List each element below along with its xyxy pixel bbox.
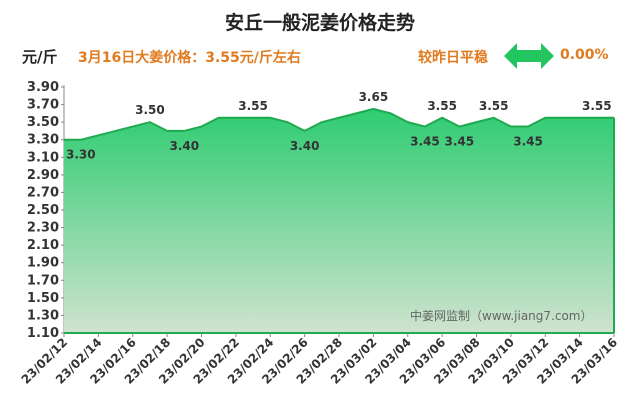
price-line: [64, 107, 614, 141]
data-label: 3.45: [445, 135, 475, 149]
data-label: 3.55: [582, 99, 612, 113]
y-tick-label: 2.50: [27, 203, 59, 218]
data-label: 3.55: [479, 99, 509, 113]
y-tick-label: 2.10: [27, 238, 59, 253]
data-label: 3.45: [410, 135, 440, 149]
y-tick-label: 2.30: [27, 221, 59, 236]
data-label: 3.55: [238, 99, 268, 113]
change-value: 0.00%: [560, 47, 609, 63]
y-tick-label: 3.30: [27, 133, 59, 148]
data-label: 3.50: [135, 103, 165, 117]
data-label: 3.45: [513, 135, 543, 149]
data-label: 3.55: [427, 99, 457, 113]
data-label: 3.65: [359, 90, 389, 104]
y-tick-label: 3.10: [27, 150, 59, 165]
y-tick-label: 3.70: [27, 98, 59, 113]
data-label: 3.30: [66, 148, 96, 162]
watermark: 中姜网监制（www.jiang7.com）: [410, 308, 592, 323]
compare-label: 较昨日平稳: [418, 50, 488, 66]
y-tick-label: 1.70: [27, 273, 59, 288]
y-tick-label: 3.90: [27, 80, 59, 95]
unit-label: 元/斤: [22, 48, 58, 66]
price-headline: 3月16日大姜价格：3.55元/斤左右: [78, 50, 301, 66]
y-tick-label: 1.50: [27, 291, 59, 306]
y-tick-label: 3.50: [27, 115, 59, 130]
double-arrow-icon: [504, 43, 554, 69]
y-tick-label: 2.70: [27, 185, 59, 200]
y-tick-label: 1.10: [27, 326, 59, 341]
data-label: 3.40: [290, 139, 320, 153]
chart-title: 安丘一般泥姜价格走势: [224, 12, 415, 34]
price-area-fill: [64, 108, 614, 333]
y-tick-label: 1.90: [27, 256, 59, 271]
data-label: 3.40: [170, 139, 200, 153]
y-tick-label: 2.90: [27, 168, 59, 183]
y-tick-label: 1.30: [27, 308, 59, 323]
